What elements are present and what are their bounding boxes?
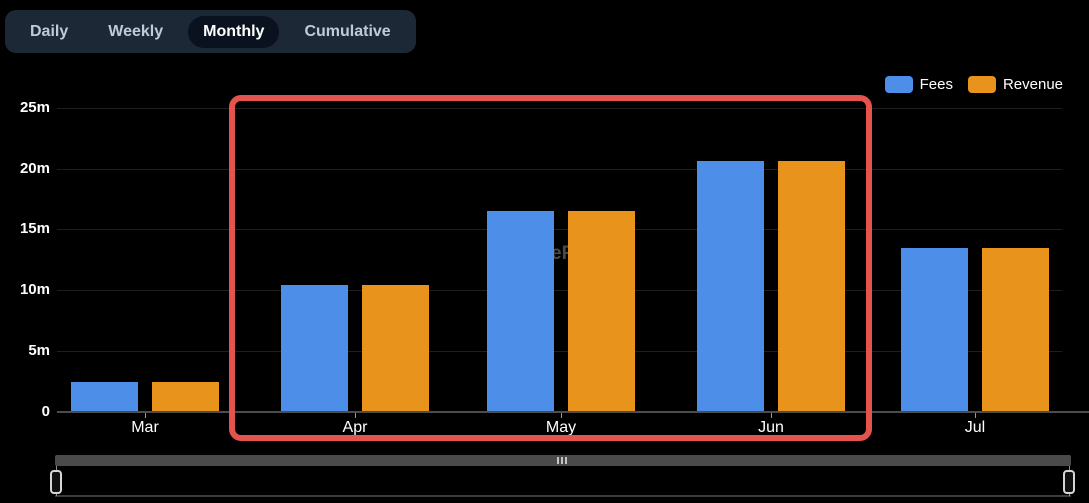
- gridline: [57, 229, 1062, 230]
- x-axis-tick: [975, 413, 976, 418]
- x-axis-label-apr: Apr: [342, 419, 368, 436]
- tab-weekly[interactable]: Weekly: [108, 22, 164, 40]
- gridline: [57, 290, 1062, 291]
- chart-legend: Fees Revenue: [884, 76, 1063, 93]
- x-axis-label-mar: Mar: [131, 419, 159, 436]
- bar-revenue-apr: [362, 285, 429, 412]
- bar-revenue-may: [568, 211, 635, 412]
- x-axis-label-jul: Jul: [964, 419, 986, 436]
- bar-revenue-jul: [982, 247, 1049, 412]
- bar-revenue-jun: [778, 161, 845, 412]
- bar-fees-apr: [281, 285, 348, 412]
- x-axis-line: [57, 411, 1089, 413]
- x-axis-tick: [561, 413, 562, 418]
- bar-fees-mar: [71, 382, 138, 412]
- gridline: [57, 169, 1062, 170]
- range-grip-icon[interactable]: [557, 457, 567, 464]
- watermark: eF: [551, 243, 574, 264]
- tab-cumulative[interactable]: Cumulative: [304, 22, 391, 40]
- range-slider-track[interactable]: [55, 455, 1071, 466]
- x-axis-label-may: May: [545, 419, 577, 436]
- legend-swatch-icon: [967, 76, 996, 93]
- legend-label: Fees: [919, 76, 953, 93]
- legend-item-revenue[interactable]: Revenue: [967, 76, 1063, 93]
- x-axis-tick: [355, 413, 356, 418]
- y-axis-label: 15m: [19, 220, 50, 237]
- y-axis-label: 10m: [19, 281, 50, 298]
- bar-fees-jul: [901, 247, 968, 412]
- bar-fees-jun: [697, 161, 764, 412]
- x-axis-tick: [145, 413, 146, 418]
- gridline: [57, 351, 1062, 352]
- legend-swatch-icon: [884, 76, 913, 93]
- y-axis-label: 0: [41, 403, 50, 420]
- tab-daily[interactable]: Daily: [30, 22, 69, 40]
- y-axis-label: 5m: [28, 342, 50, 359]
- range-handle-left[interactable]: [50, 470, 62, 494]
- tab-monthly[interactable]: Monthly: [188, 15, 280, 48]
- plot-area: eF 25m 20m 15m 10m 5m 0 Mar Apr May Jun Jul: [19, 95, 1089, 441]
- range-slider-bottom-border: [55, 495, 1071, 497]
- interval-tabbar: Daily Weekly Monthly Cumulative: [5, 10, 416, 53]
- x-axis-tick: [771, 413, 772, 418]
- bar-fees-may: [487, 211, 554, 412]
- x-axis-label-jun: Jun: [758, 419, 784, 436]
- annotation-rectangle: [229, 95, 872, 441]
- legend-label: Revenue: [1002, 76, 1063, 93]
- gridline: [57, 108, 1062, 109]
- bar-revenue-mar: [152, 382, 219, 412]
- y-axis-label: 20m: [19, 160, 50, 177]
- range-handle-right[interactable]: [1063, 470, 1075, 494]
- legend-item-fees[interactable]: Fees: [884, 76, 953, 93]
- y-axis-label: 25m: [19, 99, 50, 116]
